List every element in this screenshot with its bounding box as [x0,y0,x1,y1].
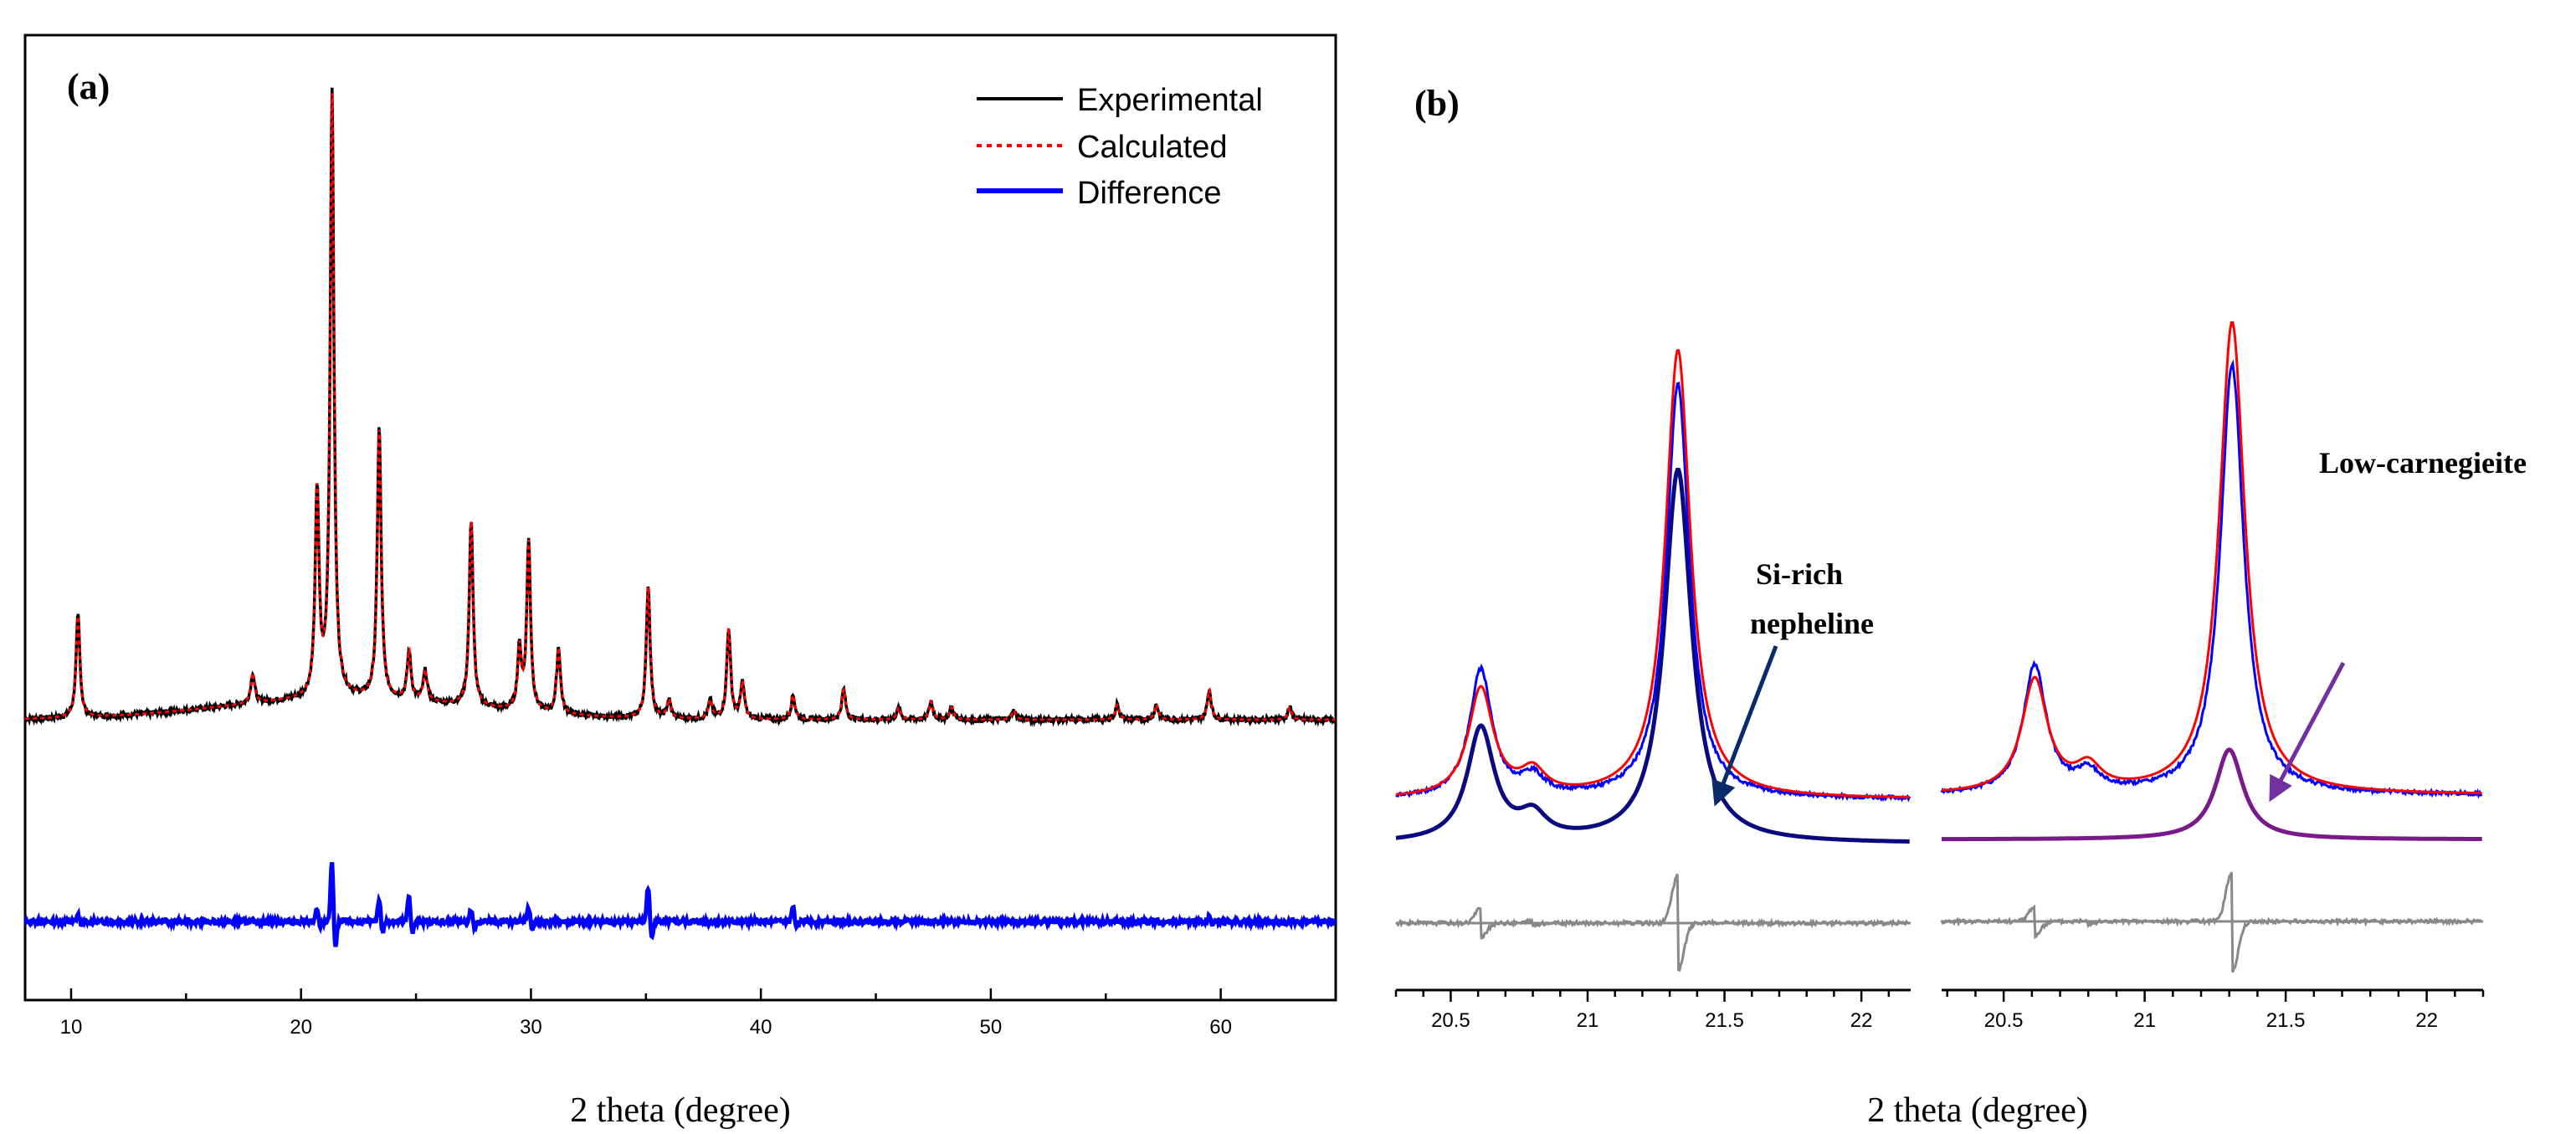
x-tick-label-b: 20.5 [1431,1009,1470,1032]
panel-b: (b) 2 theta (degree) 20.5 21 21.5 22 20.5 21… [1394,83,2527,1130]
panel-b-left-subplot: 20.5 21 21.5 22 [1394,349,1911,1032]
series-observed-b [1940,359,2483,799]
series-phase-carnegieite [1942,747,2482,842]
series-calculated-b [1395,349,1910,798]
panel-a-x-axis: 10 20 30 40 50 60 [60,988,1337,1039]
annotation-low-carnegieite: Low-carnegieite [2319,446,2527,480]
x-tick-label-a: 40 [750,1016,772,1039]
x-tick-label-b: 21.5 [2266,1009,2306,1032]
x-tick-label-b: 22 [1850,1009,1873,1032]
annotation-arrow [2269,661,2346,803]
series-difference [23,861,1337,947]
x-tick-label-b: 21 [1577,1009,1599,1032]
series-difference-b [1395,873,1911,972]
x-tick-label-a: 10 [60,1016,83,1039]
legend-label-experimental: Experimental [1077,83,1263,118]
annotation-si-rich: Si-rich [1756,557,1843,591]
x-tick-label-a: 30 [520,1016,542,1039]
x-tick-label-b: 21 [2133,1009,2156,1032]
series-phase-nepheline [1395,468,1910,844]
x-tick-label-a: 20 [290,1016,312,1039]
legend: Experimental Calculated Difference [977,83,1263,211]
panel-a-label: (a) [67,66,110,107]
panel-b-x-axis-title: 2 theta (degree) [1867,1091,2088,1130]
legend-label-difference: Difference [1077,176,1222,211]
legend-label-calculated: Calculated [1077,130,1228,165]
panel-a-frame [23,33,1337,1002]
series-difference-b [1940,871,2483,973]
x-tick-label-b: 22 [2415,1009,2438,1032]
annotation-nepheline: nepheline [1750,607,1874,640]
series-calculated [25,93,1336,721]
x-tick-label-b: 20.5 [1984,1009,2024,1032]
panel-a: 10 20 30 40 50 60 (a) 2 theta (degree) Experi… [23,33,1337,1130]
panel-b-label: (b) [1414,83,1460,124]
panel-a-x-axis-title: 2 theta (degree) [570,1091,791,1130]
x-tick-label-a: 60 [1209,1016,1232,1039]
series-calculated-b [1941,321,2482,795]
x-tick-label-a: 50 [980,1016,1003,1039]
annotation-arrow [1711,645,1778,807]
series-observed-b [1395,382,1911,803]
panel-b-right-subplot: 20.5 21 21.5 22 [1940,321,2485,1032]
x-tick-label-b: 21.5 [1705,1009,1744,1032]
